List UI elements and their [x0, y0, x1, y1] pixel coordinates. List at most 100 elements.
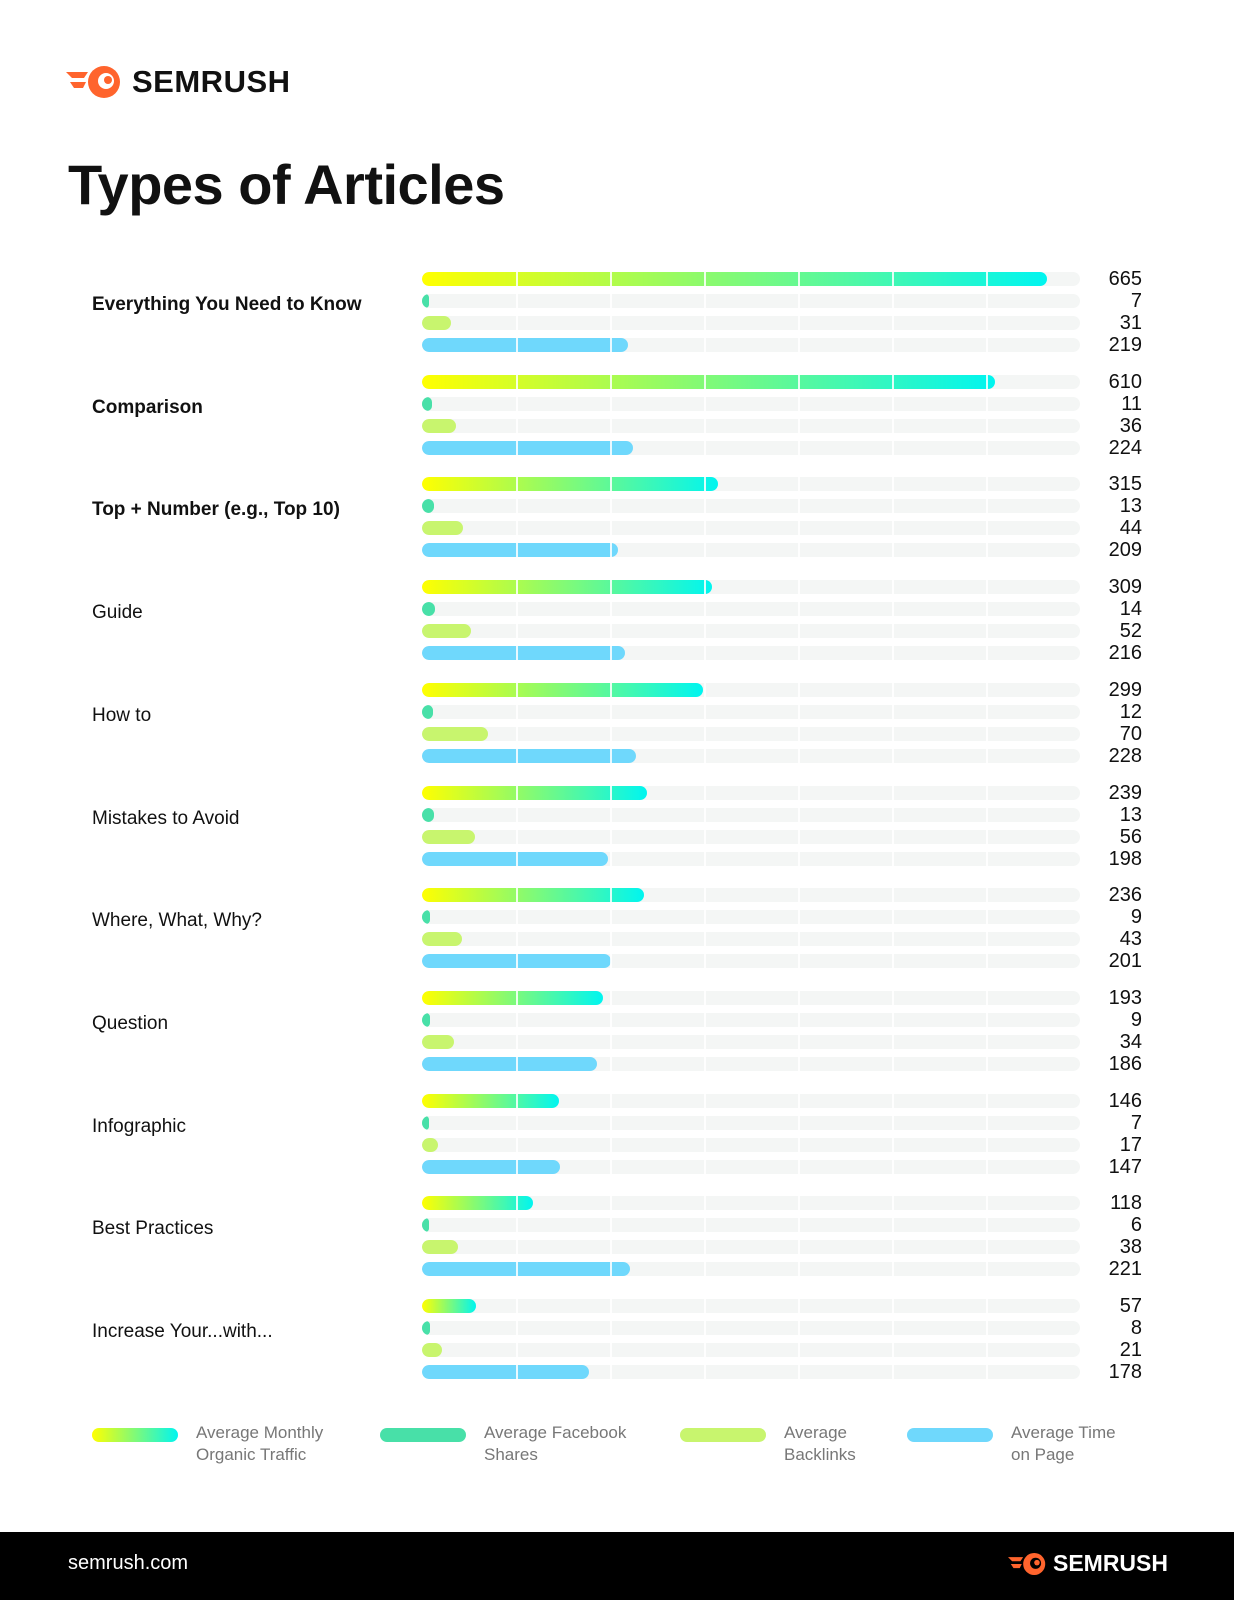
gridline: [892, 294, 894, 308]
bar-track: [422, 374, 1080, 389]
gridline: [798, 602, 800, 617]
gridline: [986, 1034, 988, 1049]
gridline: [798, 1056, 800, 1071]
footer-site[interactable]: semrush.com: [68, 1552, 189, 1574]
gridline: [704, 1137, 706, 1152]
bar-track: [422, 990, 1080, 1005]
gridline: [798, 1299, 800, 1313]
bar-track: [422, 704, 1080, 719]
gridline: [610, 499, 612, 514]
gridline: [892, 1321, 894, 1335]
gridline: [798, 1262, 800, 1277]
gridline: [892, 829, 894, 844]
gridline: [610, 1196, 612, 1211]
gridline: [704, 1343, 706, 1357]
bar-backlinks: [422, 316, 452, 330]
bar-track: [422, 954, 1080, 969]
gridline: [798, 543, 800, 558]
bar-time: [422, 1365, 590, 1379]
gridline: [516, 1034, 518, 1049]
gridline: [516, 1137, 518, 1152]
legend-swatch: [380, 1428, 466, 1442]
gridline: [892, 888, 894, 903]
gridline: [986, 910, 988, 925]
gridline: [610, 316, 612, 330]
gridline: [986, 932, 988, 947]
bar-traffic: [422, 682, 704, 697]
gridline: [610, 932, 612, 947]
bar-traffic: [422, 990, 604, 1005]
gridline: [610, 682, 612, 697]
gridline: [986, 316, 988, 330]
gridline: [892, 374, 894, 389]
gridline: [704, 396, 706, 411]
bar-track: [422, 1196, 1080, 1211]
gridline: [610, 418, 612, 433]
gridline: [798, 580, 800, 595]
bar-facebook: [422, 1321, 430, 1335]
bar-track: [422, 477, 1080, 492]
gridline: [704, 851, 706, 866]
bar-facebook: [422, 396, 433, 411]
bar-facebook: [422, 910, 431, 925]
value-label: 239: [1108, 781, 1142, 804]
gridline: [516, 499, 518, 514]
gridline: [986, 1159, 988, 1174]
gridline: [516, 272, 518, 286]
gridline: [798, 521, 800, 536]
value-label: 38: [1119, 1236, 1142, 1259]
gridline: [798, 704, 800, 719]
value-label: 146: [1108, 1089, 1142, 1112]
gridline: [610, 272, 612, 286]
gridline: [798, 932, 800, 947]
gridline: [516, 1093, 518, 1108]
gridline: [516, 477, 518, 492]
legend-swatch: [907, 1428, 993, 1442]
gridline: [798, 785, 800, 800]
gridline: [892, 396, 894, 411]
value-label: 236: [1108, 884, 1142, 907]
gridline: [704, 1012, 706, 1027]
gridline: [892, 1137, 894, 1152]
gridline: [704, 338, 706, 352]
gridline: [892, 580, 894, 595]
value-label: 665: [1108, 268, 1142, 290]
value-label: 12: [1119, 700, 1142, 723]
bar-traffic: [422, 888, 644, 903]
gridline: [704, 704, 706, 719]
gridline: [610, 521, 612, 536]
gridline: [516, 580, 518, 595]
gridline: [516, 1240, 518, 1255]
bar-time: [422, 440, 633, 455]
gridline: [704, 1034, 706, 1049]
bar-track: [422, 580, 1080, 595]
gridline: [516, 316, 518, 330]
gridline: [892, 807, 894, 822]
gridline: [704, 543, 706, 558]
semrush-logo: SEMRUSH: [66, 64, 291, 100]
gridline: [704, 682, 706, 697]
legend-facebook: Average Facebook Shares: [380, 1422, 634, 1466]
gridline: [610, 338, 612, 352]
gridline: [986, 1093, 988, 1108]
bar-track: [422, 272, 1080, 286]
gridline: [516, 1343, 518, 1357]
gridline: [892, 521, 894, 536]
bar-time: [422, 543, 619, 558]
bar-track: [422, 1034, 1080, 1049]
gridline: [516, 726, 518, 741]
gridline: [798, 1218, 800, 1233]
gridline: [704, 1218, 706, 1233]
gridline: [610, 624, 612, 639]
value-label: 14: [1119, 598, 1142, 621]
gridline: [516, 543, 518, 558]
gridline: [798, 829, 800, 844]
value-label: 228: [1108, 744, 1142, 767]
bar-traffic: [422, 1299, 476, 1313]
gridline: [610, 1240, 612, 1255]
gridline: [892, 748, 894, 763]
bar-backlinks: [422, 1137, 438, 1152]
value-label: 118: [1110, 1192, 1142, 1215]
gridline: [704, 1299, 706, 1313]
bar-backlinks: [422, 1343, 442, 1357]
